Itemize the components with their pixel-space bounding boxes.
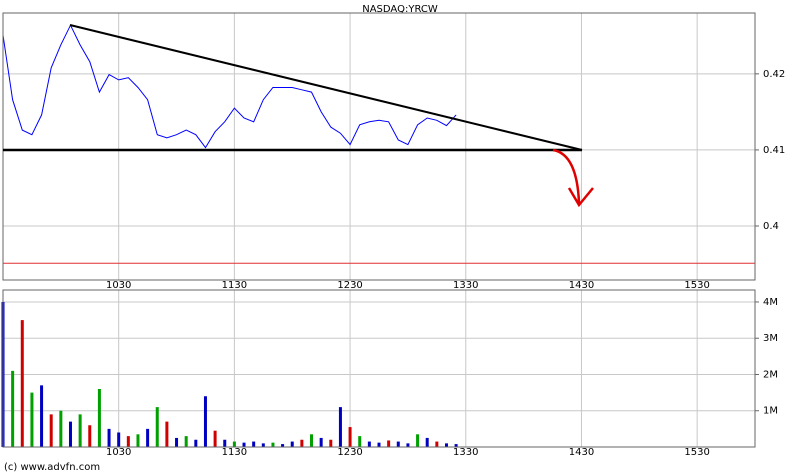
annotations [3, 24, 594, 208]
x-tick-label: 1030 [106, 280, 131, 291]
volume-bar [184, 436, 188, 447]
x-tick-label: 1430 [569, 280, 594, 291]
volume-bar [175, 437, 179, 447]
y-tick-label: 0.42 [763, 69, 785, 80]
volume-bar [165, 421, 169, 447]
plot-frame [2, 12, 756, 281]
volume-bar [107, 428, 111, 447]
x-tick-label: 1130 [222, 280, 247, 291]
volume-bar [396, 441, 400, 447]
y-tick-label: 1M [763, 406, 778, 417]
volume-bar [232, 441, 236, 447]
y-tick-label: 2M [763, 369, 778, 380]
x-tick-label: 1130 [222, 447, 247, 458]
footer: (c) www.advfn.com [4, 462, 100, 473]
volume-bar [40, 385, 44, 447]
volume-bar [310, 434, 314, 447]
x-tick-label: 1330 [453, 280, 478, 291]
volume-bar [271, 442, 275, 447]
volume-bar [406, 443, 410, 447]
volume-bar [425, 437, 429, 447]
volume-panel: 1030 1130 1230 1330 1430 1530 1M 2M 3M 4M [1, 289, 778, 458]
volume-bar [59, 410, 63, 447]
y-tick-label: 4M [763, 297, 778, 308]
y-tick-label: 3M [763, 333, 778, 344]
chart-title: NASDAQ:YRCW [362, 4, 438, 15]
volume-bar [126, 436, 130, 447]
volume-bar [290, 441, 294, 447]
volume-bar [223, 439, 227, 447]
volume-bar [435, 441, 439, 447]
x-tick-label: 1430 [569, 447, 594, 458]
price-panel: 1030 1130 1230 1330 1430 1530 0.4 0.41 0.42 [2, 12, 785, 291]
volume-bar [146, 428, 150, 447]
volume-bar [78, 414, 82, 447]
y-tick-label: 0.41 [763, 145, 785, 156]
volume-bar [49, 414, 53, 447]
volume-bar [213, 430, 217, 447]
volume-bar [30, 392, 34, 447]
volume-bar [387, 440, 391, 447]
volume-bar [194, 439, 198, 447]
volume-bar [203, 396, 207, 447]
volume-bar [68, 421, 72, 447]
volume-bar [97, 388, 101, 447]
x-tick-label: 1230 [337, 447, 362, 458]
x-tick-label: 1530 [684, 447, 709, 458]
arrow-head [567, 187, 594, 208]
x-tick-label: 1530 [684, 280, 709, 291]
volume-bar [348, 427, 352, 447]
volume-bar [155, 407, 159, 447]
volume-bar [454, 444, 458, 447]
trend-line [69, 24, 583, 151]
volume-bar [88, 425, 92, 447]
arrow [552, 148, 581, 204]
volume-bar [416, 434, 420, 447]
volume-bar [329, 439, 333, 447]
volume-bar [11, 370, 15, 447]
price-line [2, 24, 457, 149]
volume-bar [319, 437, 323, 447]
volume-bar [242, 442, 246, 447]
y-tick-label: 0.4 [763, 221, 779, 232]
volume-bar [261, 443, 265, 447]
volume-bar [367, 441, 371, 447]
x-tick-label: 1230 [337, 280, 362, 291]
volume-bar [252, 441, 256, 447]
volume-bar [20, 320, 24, 447]
volume-bar [338, 407, 342, 447]
volume-bar [117, 432, 121, 447]
volume-bar [377, 442, 381, 447]
volume-bar [358, 436, 362, 447]
x-tick-label: 1030 [106, 447, 131, 458]
volume-bar [281, 444, 285, 447]
volume-bar [444, 443, 448, 447]
volume-bar [136, 434, 140, 447]
volume-bar [300, 439, 304, 447]
x-tick-label: 1330 [453, 447, 478, 458]
plot-frame [2, 289, 756, 448]
